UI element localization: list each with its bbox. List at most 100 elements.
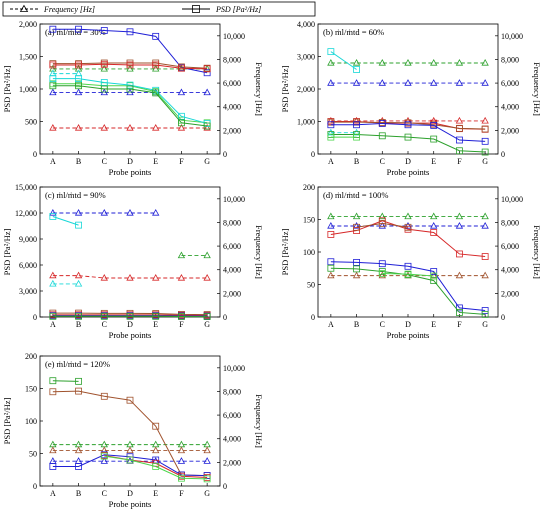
psd-point	[100, 27, 108, 34]
frequency-point	[455, 212, 464, 220]
psd-point	[327, 231, 335, 238]
frequency-point	[352, 116, 361, 124]
psd-point	[126, 456, 134, 464]
frequency-point	[74, 88, 83, 96]
psd-series-5	[100, 452, 211, 483]
y-tick-label: 50	[29, 450, 37, 459]
chart-panel-5: 0 50 100 150 200 0 2,000 4,000 6,000 8,000 10,000 A…	[2, 352, 264, 509]
psd-point	[378, 132, 386, 140]
frequency-point	[430, 221, 438, 229]
y2-tick-label: 2,000	[501, 126, 519, 135]
y2-tick-label: 8,000	[501, 218, 519, 227]
x-axis-label: Probe points	[109, 499, 152, 509]
frequency-point	[126, 123, 134, 131]
frequency-point	[177, 123, 186, 131]
y-tick-label: 4,000	[297, 20, 315, 29]
psd-point	[49, 213, 57, 220]
psd-point	[49, 463, 57, 470]
x-tick-label: F	[457, 157, 462, 166]
y-tick-label: 15,000	[15, 183, 37, 192]
y-tick-label: 9,000	[19, 235, 37, 244]
frequency-point	[327, 79, 335, 86]
psd-series-2	[49, 387, 211, 480]
y-tick-label: 2,000	[297, 85, 315, 94]
psd-series-1	[49, 377, 82, 385]
psd-point	[327, 264, 335, 272]
psd-point	[481, 310, 489, 318]
y2-tick-label: 4,000	[223, 266, 241, 275]
psd-series-5	[49, 312, 211, 320]
frequency-series-1	[49, 440, 211, 448]
x-tick-label: C	[380, 157, 385, 166]
frequency-series-1	[327, 58, 489, 66]
y2-tick-label: 10,000	[223, 364, 245, 373]
frequency-point	[455, 221, 464, 229]
y-tick-label: 3,000	[19, 287, 37, 296]
frequency-point	[177, 273, 186, 281]
y2-tick-label: 2,000	[223, 458, 241, 467]
psd-line	[330, 261, 486, 311]
frequency-point	[74, 123, 83, 131]
psd-point	[126, 28, 134, 36]
panel-title: (d) ṁl/ṁtd = 100%	[323, 190, 388, 200]
x-tick-label: B	[76, 320, 81, 329]
y2-tick-label: 8,000	[223, 55, 241, 64]
frequency-point	[100, 457, 108, 464]
frequency-series-2	[49, 446, 211, 454]
y-tick-label: 0	[311, 150, 315, 159]
y-tick-label: 0	[33, 313, 37, 322]
frequency-point	[455, 58, 464, 66]
frequency-point	[74, 446, 83, 454]
frequency-point	[177, 457, 186, 464]
psd-point	[49, 75, 57, 82]
frequency-point	[430, 58, 438, 66]
x-tick-label: D	[405, 320, 411, 329]
x-tick-label: G	[204, 489, 210, 498]
psd-point	[456, 304, 463, 312]
frequency-point	[203, 273, 211, 281]
psd-point	[126, 81, 134, 89]
y-tick-label: 2,000	[19, 20, 37, 29]
x-tick-label: E	[153, 320, 158, 329]
x-tick-label: G	[204, 320, 210, 329]
x-tick-label: D	[405, 157, 411, 166]
psd-series-4	[49, 80, 211, 127]
psd-series-5	[49, 75, 211, 127]
psd-point	[126, 312, 134, 320]
psd-series-3	[49, 451, 211, 480]
psd-point	[100, 452, 108, 460]
panel-title: (e) ṁl/ṁtd = 120%	[45, 359, 110, 369]
x-tick-label: E	[153, 157, 158, 166]
frequency-point	[49, 279, 57, 287]
legend-triangle-marker	[19, 4, 29, 12]
psd-point	[75, 25, 82, 33]
psd-point	[75, 377, 82, 385]
psd-point	[430, 229, 438, 236]
psd-point	[178, 112, 185, 120]
y-axis-label: PSD [Pa²/Hz]	[2, 228, 12, 275]
y2-tick-label: 8,000	[501, 55, 519, 64]
psd-point	[456, 250, 463, 258]
psd-point	[100, 392, 108, 400]
y2-axis-label: Frequency [Hz]	[532, 225, 542, 279]
frequency-point	[203, 457, 211, 464]
x-tick-label: B	[354, 320, 359, 329]
x-tick-label: A	[50, 157, 56, 166]
psd-point	[152, 312, 160, 320]
legend: Frequency [Hz] PSD [Pa²/Hz]	[2, 1, 316, 17]
y-tick-label: 150	[25, 385, 37, 394]
frequency-series-1	[327, 212, 489, 220]
frequency-point	[74, 440, 83, 448]
frequency-series-2	[327, 79, 489, 86]
frequency-point	[74, 457, 83, 464]
psd-point	[404, 223, 412, 231]
psd-point	[327, 121, 335, 129]
frequency-point	[49, 446, 57, 454]
plot-frame	[317, 186, 499, 318]
x-tick-label: G	[482, 320, 488, 329]
y-tick-label: 0	[311, 313, 315, 322]
x-tick-label: E	[153, 489, 158, 498]
frequency-point	[203, 446, 211, 454]
psd-point	[203, 69, 211, 77]
frequency-point	[327, 271, 335, 279]
